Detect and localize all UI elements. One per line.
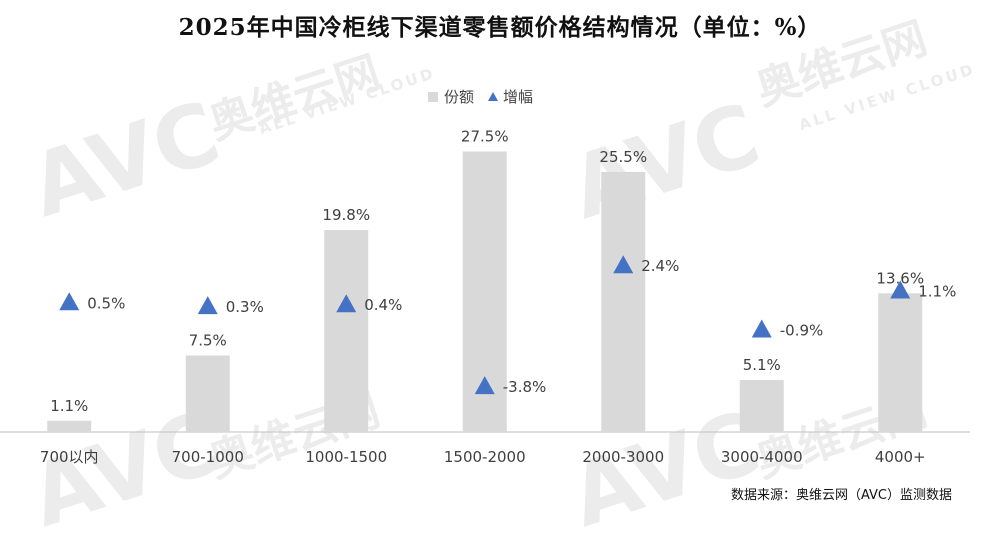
legend-bar-swatch [428,91,438,102]
chart-title: 2025年中国冷柜线下渠道零售额价格结构情况（单位：%） [178,14,822,41]
growth-marker-2 [336,294,357,313]
bar-6 [878,293,923,432]
bar-value-label: 27.5% [461,128,509,146]
x-tick-label: 700-1000 [172,448,244,466]
bar-2 [324,230,369,432]
growth-marker-6 [890,280,911,299]
growth-marker-1 [197,296,218,315]
growth-value-label: -0.9% [780,322,824,340]
growth-marker-4 [613,255,634,274]
chart-plot: 1.1% 700以内 0.5% 7.5% 700-1000 0.3% 19.8% 1000-1… [0,128,970,466]
bar-4 [601,171,646,432]
bar-value-label: 1.1% [50,397,88,415]
growth-value-label: 0.4% [364,296,402,314]
x-tick-label: 4000+ [875,448,926,466]
legend-label-growth: 增幅 [503,88,534,106]
legend-label-share: 份额 [444,88,475,106]
x-tick-label: 2000-3000 [582,448,664,466]
growth-value-label: -3.8% [503,378,547,396]
x-tick-label: 700以内 [40,448,99,466]
growth-marker-5 [751,319,772,338]
growth-value-label: 2.4% [641,257,679,275]
bar-1 [185,355,230,432]
growth-value-label: 1.1% [918,283,956,301]
x-tick-label: 1000-1500 [305,448,387,466]
bar-value-label: 25.5% [599,148,647,166]
bar-value-label: 7.5% [189,332,227,350]
bar-value-label: 19.8% [322,206,370,224]
legend-triangle-icon [488,92,499,101]
bar-value-label: 13.6% [876,269,924,287]
bar-5 [739,379,784,432]
x-tick-label: 3000-4000 [721,448,803,466]
growth-value-label: 0.3% [226,298,264,316]
growth-marker-0 [59,292,80,311]
bar-0 [47,420,92,432]
growth-value-label: 0.5% [87,294,125,312]
bar-value-label: 5.1% [743,356,781,374]
growth-marker-3 [474,376,495,395]
legend: 份额 增幅 [428,86,533,107]
x-tick-label: 1500-2000 [444,448,526,466]
source-note: 数据来源：奥维云网（AVC）监测数据 [730,488,952,503]
